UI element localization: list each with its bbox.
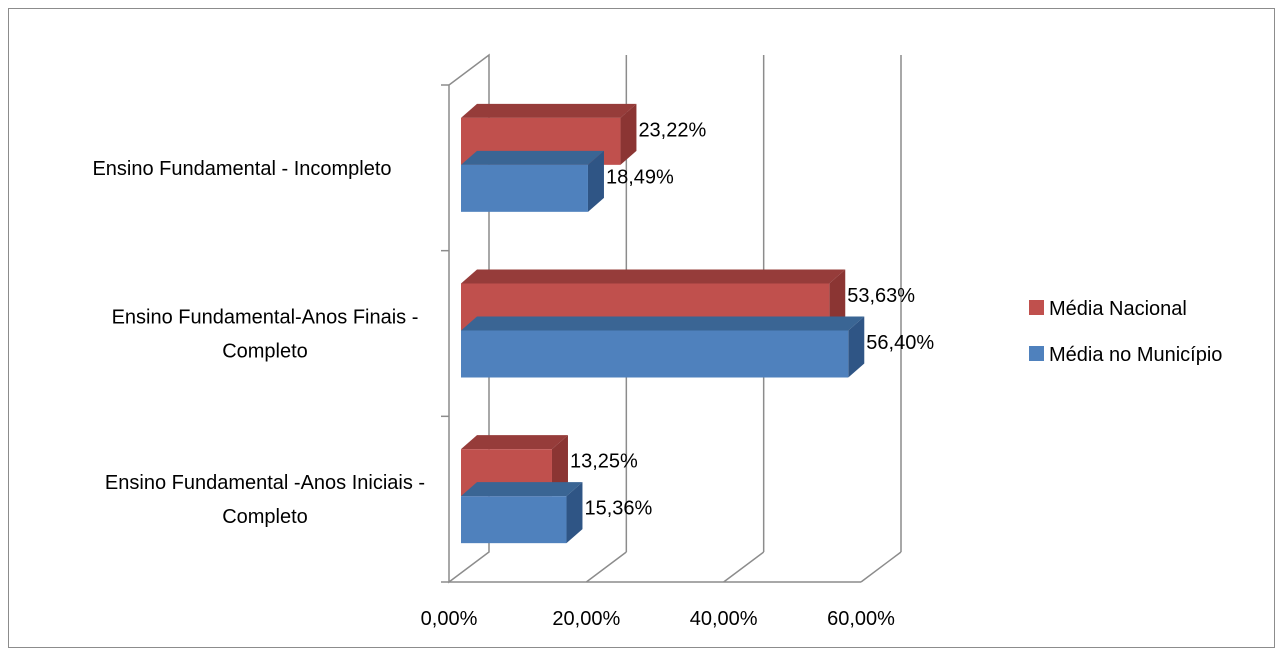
bar-side [620,103,637,165]
floor-gridline [723,551,765,583]
data-label: 23,22% [638,119,706,141]
bar-side [566,482,583,544]
x-tick-label: 0,00% [421,608,478,630]
data-label: 15,36% [584,498,652,520]
bar-side [551,435,568,497]
bars [461,103,865,544]
x-tick-label: 20,00% [552,608,620,630]
bar [461,330,849,378]
legend-swatch [1029,300,1044,315]
data-label: 18,49% [606,166,674,188]
x-tick-label: 60,00% [827,608,895,630]
category-label: Ensino Fundamental -Anos Iniciais - [105,472,425,494]
legend-label: Média Nacional [1049,298,1187,320]
floor-gridline [585,551,627,583]
labels: 0,00% 20,00% 40,00% 60,00% Ensino Fundamenta… [92,119,934,630]
data-label: 53,63% [847,285,915,307]
category-label: Completo [222,341,308,363]
category-label: Ensino Fundamental-Anos Finais - [112,307,419,329]
data-label: 56,40% [866,332,934,354]
bar-top [461,316,865,331]
category-label: Completo [222,506,308,528]
legend-swatch [1029,346,1044,361]
bar-top [461,150,604,165]
legend: Média Nacional Média no Município [1029,298,1222,366]
bar-top [461,269,846,284]
bar-side [587,150,604,212]
bar [461,164,588,212]
bar-top [461,435,568,450]
legend-label: Média no Município [1049,344,1222,366]
x-tick-label: 40,00% [690,608,758,630]
bar [461,496,567,544]
category-label: Ensino Fundamental - Incompleto [92,158,391,180]
bar-side [829,269,846,331]
bar-side [848,316,865,378]
floor-gridline [860,551,902,583]
bar-top [461,482,583,497]
bar-top [461,103,637,118]
data-label: 13,25% [570,451,638,473]
